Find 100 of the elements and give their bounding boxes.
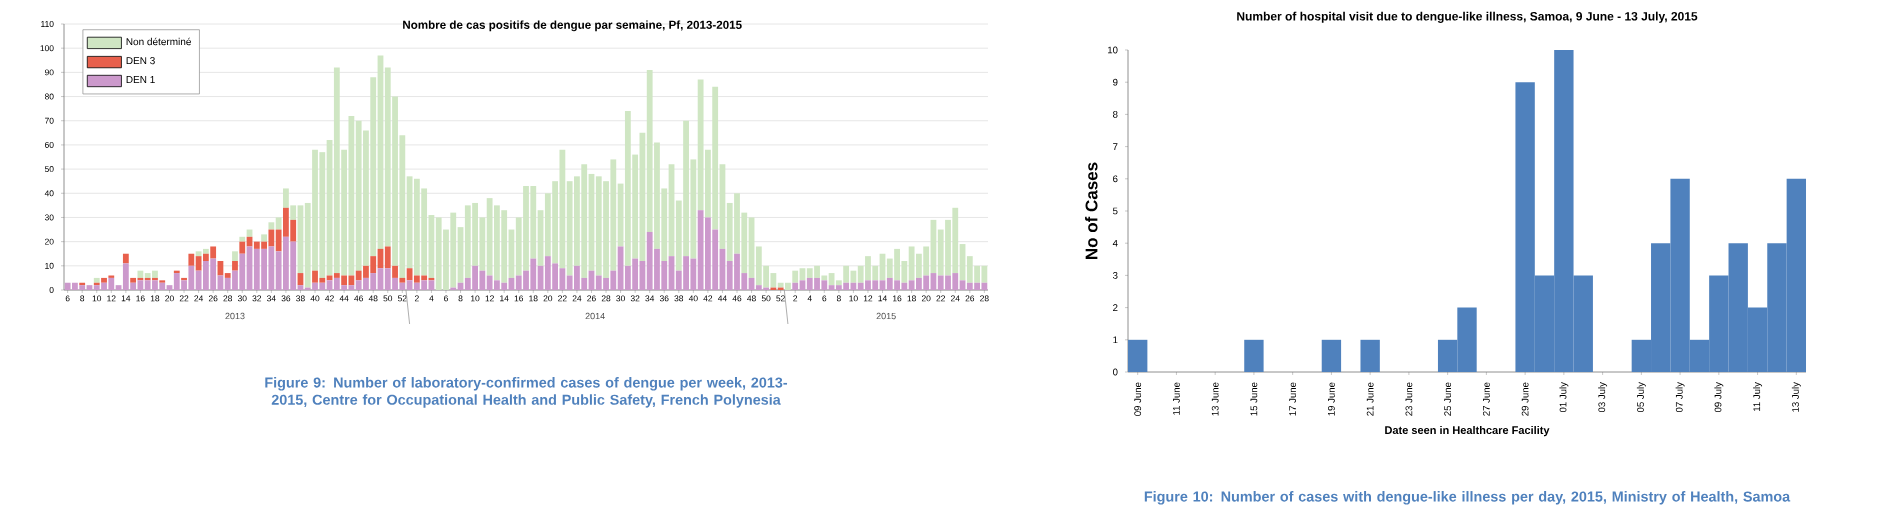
bar bbox=[624, 111, 631, 266]
bar bbox=[253, 248, 260, 290]
bar bbox=[137, 270, 144, 278]
bar bbox=[413, 275, 420, 283]
bar bbox=[945, 275, 951, 290]
bar bbox=[493, 205, 500, 281]
bar bbox=[355, 280, 362, 290]
bar bbox=[232, 251, 238, 261]
bar bbox=[595, 176, 602, 276]
bar bbox=[210, 246, 217, 259]
bar bbox=[479, 270, 486, 290]
bar bbox=[792, 270, 799, 283]
bar bbox=[464, 205, 471, 278]
bar bbox=[486, 275, 493, 290]
bar bbox=[319, 282, 326, 290]
bar bbox=[268, 229, 275, 247]
bar bbox=[348, 115, 355, 276]
bar bbox=[574, 265, 580, 290]
bar bbox=[530, 258, 537, 290]
bar bbox=[952, 273, 959, 290]
bar bbox=[421, 280, 428, 290]
bar bbox=[195, 251, 202, 257]
bar bbox=[355, 120, 362, 271]
bar bbox=[501, 282, 508, 290]
bar bbox=[370, 273, 377, 290]
bar bbox=[312, 282, 318, 290]
bar bbox=[130, 277, 137, 283]
bar bbox=[908, 246, 915, 281]
bar bbox=[843, 265, 850, 283]
bar bbox=[843, 282, 850, 290]
bar bbox=[64, 282, 71, 290]
bar bbox=[872, 280, 879, 290]
bar bbox=[333, 67, 340, 274]
bar bbox=[704, 217, 711, 290]
bar bbox=[501, 210, 508, 283]
bar bbox=[697, 210, 704, 290]
bar bbox=[981, 265, 988, 283]
bar bbox=[152, 270, 158, 278]
bar bbox=[268, 222, 275, 230]
bar bbox=[523, 186, 529, 271]
bar bbox=[290, 241, 297, 290]
bar bbox=[1321, 339, 1342, 372]
bar bbox=[101, 282, 107, 290]
bar bbox=[224, 277, 231, 290]
bar bbox=[894, 248, 900, 281]
bar bbox=[857, 282, 864, 290]
bar bbox=[901, 282, 908, 290]
bar bbox=[559, 268, 566, 290]
bar bbox=[202, 260, 209, 290]
bar bbox=[610, 159, 617, 271]
bar bbox=[923, 275, 930, 290]
bar bbox=[472, 265, 478, 290]
bar bbox=[268, 246, 275, 290]
bar bbox=[493, 280, 500, 290]
bar bbox=[101, 277, 107, 283]
bar bbox=[137, 280, 144, 290]
bar bbox=[806, 268, 813, 278]
bar bbox=[239, 241, 246, 254]
bar bbox=[595, 275, 602, 290]
bar bbox=[865, 280, 871, 290]
bar bbox=[202, 248, 209, 254]
bar bbox=[413, 282, 420, 290]
bar bbox=[450, 212, 457, 288]
bar bbox=[683, 256, 689, 290]
bar bbox=[319, 277, 326, 283]
bar bbox=[312, 270, 318, 283]
bar bbox=[341, 275, 348, 286]
bar bbox=[908, 280, 915, 290]
bar bbox=[632, 258, 639, 290]
bar bbox=[122, 253, 129, 264]
bar bbox=[915, 253, 922, 278]
y-axis-title: No of Cases bbox=[1085, 162, 1098, 259]
bar bbox=[406, 268, 413, 281]
bar bbox=[1244, 339, 1264, 372]
bar bbox=[122, 263, 129, 290]
bar bbox=[72, 282, 78, 290]
bar bbox=[435, 217, 442, 290]
bar bbox=[821, 280, 828, 290]
bar bbox=[333, 277, 340, 290]
bar bbox=[886, 277, 893, 290]
bar bbox=[275, 217, 282, 230]
bar bbox=[195, 256, 202, 271]
bar bbox=[159, 282, 166, 290]
bar bbox=[646, 231, 653, 290]
bar bbox=[734, 253, 740, 290]
bar bbox=[108, 277, 115, 290]
bar bbox=[915, 277, 922, 290]
bar bbox=[173, 273, 180, 290]
bar bbox=[792, 282, 799, 290]
bar bbox=[363, 277, 369, 290]
bar bbox=[486, 198, 493, 276]
bar bbox=[253, 241, 260, 249]
bar bbox=[617, 246, 624, 290]
bar bbox=[399, 282, 406, 290]
bar bbox=[974, 282, 981, 290]
bar bbox=[552, 263, 559, 290]
bar bbox=[355, 270, 362, 281]
bar bbox=[814, 277, 820, 290]
bar bbox=[261, 234, 267, 242]
bar bbox=[806, 277, 813, 290]
